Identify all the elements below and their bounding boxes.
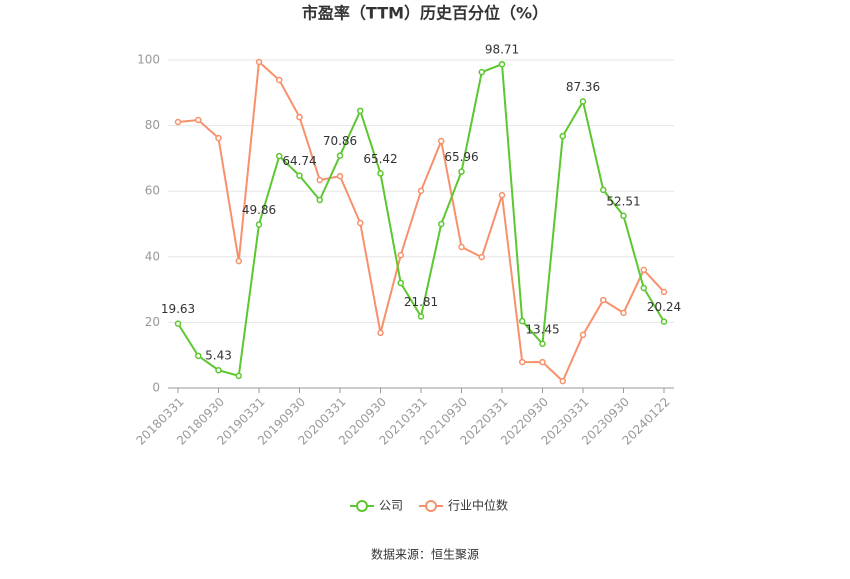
data-label: 52.51 bbox=[606, 194, 640, 208]
data-point bbox=[519, 317, 526, 325]
data-label: 87.36 bbox=[566, 80, 600, 94]
data-point bbox=[620, 212, 627, 220]
y-tick-label: 80 bbox=[145, 118, 160, 132]
y-tick-label: 100 bbox=[137, 53, 160, 67]
data-point bbox=[458, 168, 465, 175]
data-point bbox=[296, 113, 303, 121]
data-point bbox=[438, 220, 445, 228]
data-point bbox=[336, 152, 344, 159]
data-point bbox=[498, 191, 506, 199]
data-point bbox=[600, 296, 607, 304]
data-point bbox=[640, 266, 647, 274]
data-point bbox=[478, 253, 485, 261]
series-line bbox=[177, 59, 665, 383]
data-point bbox=[174, 320, 182, 327]
data-point bbox=[397, 251, 404, 259]
legend-marker bbox=[425, 500, 438, 512]
data-point bbox=[215, 134, 222, 142]
data-point bbox=[417, 187, 425, 195]
legend-label: 行业中位数 bbox=[448, 498, 508, 513]
y-tick-label: 60 bbox=[145, 184, 160, 198]
data-point bbox=[235, 257, 242, 265]
data-point bbox=[377, 329, 384, 337]
data-point bbox=[174, 118, 182, 126]
data-point bbox=[235, 372, 242, 380]
y-tick-label: 40 bbox=[145, 249, 160, 263]
data-point bbox=[579, 331, 587, 339]
data-point bbox=[296, 172, 303, 179]
data-label: 98.71 bbox=[485, 43, 519, 57]
data-point bbox=[276, 76, 283, 84]
data-point bbox=[579, 98, 587, 105]
data-point bbox=[215, 366, 222, 374]
data-point bbox=[357, 219, 364, 227]
data-point bbox=[377, 170, 384, 177]
data-point bbox=[276, 152, 283, 160]
data-point bbox=[478, 68, 485, 76]
data-point bbox=[336, 172, 344, 180]
data-label: 64.74 bbox=[282, 154, 316, 168]
data-label: 49.86 bbox=[242, 203, 276, 217]
data-point bbox=[316, 176, 323, 184]
data-point bbox=[417, 313, 425, 320]
chart-title: 市盈率（TTM）历史百分位（%） bbox=[302, 4, 548, 23]
data-point bbox=[195, 352, 202, 360]
data-label: 5.43 bbox=[205, 349, 232, 363]
y-tick-label: 0 bbox=[152, 381, 160, 395]
data-point bbox=[316, 196, 323, 204]
data-point bbox=[255, 221, 263, 228]
data-point bbox=[640, 284, 647, 292]
data-point bbox=[498, 60, 506, 68]
data-label: 21.81 bbox=[404, 295, 438, 309]
data-point bbox=[600, 186, 607, 194]
data-label: 13.45 bbox=[525, 322, 559, 336]
data-point bbox=[458, 243, 465, 251]
data-label: 19.63 bbox=[161, 302, 195, 316]
data-point bbox=[397, 279, 404, 287]
data-label: 65.96 bbox=[444, 150, 478, 164]
series-line bbox=[177, 62, 665, 378]
data-point bbox=[438, 137, 445, 145]
data-point bbox=[559, 377, 566, 385]
data-label: 20.24 bbox=[647, 300, 681, 314]
data-point bbox=[195, 116, 202, 124]
legend-marker bbox=[356, 500, 368, 512]
data-point bbox=[660, 288, 668, 296]
data-point bbox=[660, 318, 668, 325]
source-note: 数据来源：恒生聚源 bbox=[371, 547, 479, 562]
data-point bbox=[357, 107, 364, 115]
data-point bbox=[559, 132, 566, 140]
data-point bbox=[620, 309, 627, 317]
data-point bbox=[539, 340, 546, 348]
data-point bbox=[539, 358, 546, 366]
legend-label: 公司 bbox=[379, 499, 403, 513]
data-label: 70.86 bbox=[323, 134, 357, 148]
y-tick-label: 20 bbox=[145, 315, 160, 329]
data-point bbox=[519, 358, 526, 366]
data-point bbox=[255, 58, 263, 66]
data-label: 65.42 bbox=[363, 152, 397, 166]
